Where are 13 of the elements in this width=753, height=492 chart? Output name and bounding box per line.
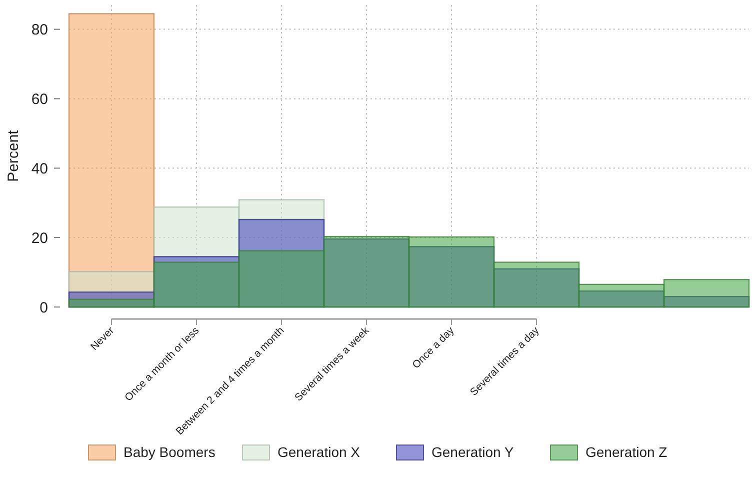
legend-label: Generation X [278, 444, 361, 460]
legend-label: Generation Y [432, 444, 514, 460]
bar [238, 250, 325, 308]
bar [578, 284, 665, 308]
y-tick-label: 40 [31, 160, 48, 178]
y-tick-label: 20 [31, 230, 48, 247]
legend-label: Baby Boomers [124, 444, 216, 460]
bar [663, 278, 750, 308]
legend-label: Generation Z [586, 444, 668, 460]
y-tick-label: 80 [31, 22, 48, 39]
y-axis-title: Percent [5, 129, 22, 182]
y-tick-label: 60 [31, 90, 48, 108]
y-tick-label: 0 [40, 299, 48, 316]
